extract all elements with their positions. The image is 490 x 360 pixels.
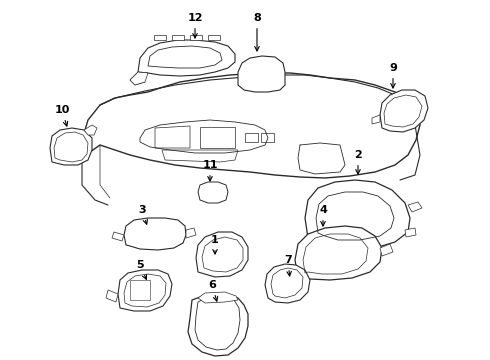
Polygon shape: [238, 56, 285, 92]
Polygon shape: [138, 40, 235, 76]
Polygon shape: [380, 244, 393, 256]
Polygon shape: [118, 270, 172, 311]
Polygon shape: [84, 125, 97, 135]
Polygon shape: [106, 290, 118, 302]
Text: 5: 5: [136, 260, 147, 279]
Polygon shape: [305, 180, 410, 250]
Polygon shape: [124, 218, 186, 250]
Text: 6: 6: [208, 280, 218, 301]
Polygon shape: [196, 232, 248, 277]
Polygon shape: [172, 35, 184, 40]
Polygon shape: [82, 73, 420, 178]
Polygon shape: [130, 72, 148, 85]
Polygon shape: [188, 294, 248, 356]
Polygon shape: [190, 35, 202, 40]
Polygon shape: [50, 128, 92, 165]
Text: 9: 9: [389, 63, 397, 88]
Text: 12: 12: [187, 13, 203, 38]
Polygon shape: [372, 115, 380, 124]
Text: 3: 3: [138, 205, 147, 224]
Text: 1: 1: [211, 235, 219, 254]
Polygon shape: [265, 264, 310, 303]
Text: 2: 2: [354, 150, 362, 174]
Polygon shape: [208, 35, 220, 40]
Polygon shape: [408, 202, 422, 212]
Text: 4: 4: [319, 205, 327, 226]
Polygon shape: [186, 228, 196, 238]
Polygon shape: [140, 120, 268, 153]
Polygon shape: [405, 228, 416, 237]
Polygon shape: [198, 182, 228, 203]
Text: 10: 10: [54, 105, 70, 126]
Text: 8: 8: [253, 13, 261, 51]
Polygon shape: [154, 35, 166, 40]
Polygon shape: [295, 226, 382, 280]
Text: 7: 7: [284, 255, 292, 276]
Polygon shape: [380, 90, 428, 132]
Text: 11: 11: [202, 160, 218, 181]
Polygon shape: [198, 292, 238, 303]
Polygon shape: [112, 232, 124, 241]
